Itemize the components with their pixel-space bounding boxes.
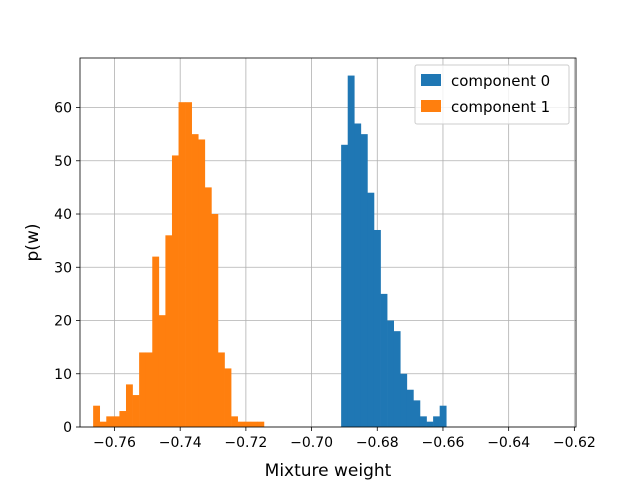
bar-component-1 xyxy=(191,134,199,427)
y-tick-label: 10 xyxy=(54,367,72,383)
bar-component-1 xyxy=(171,155,179,427)
bar-component-1 xyxy=(217,352,225,427)
y-axis-label: p(w) xyxy=(23,224,43,262)
bar-component-1 xyxy=(132,395,140,427)
bar-component-1 xyxy=(244,421,252,427)
bar-component-0 xyxy=(400,373,408,427)
bar-component-0 xyxy=(347,75,355,428)
x-tick-label: −0.72 xyxy=(224,435,267,451)
bar-component-0 xyxy=(387,320,394,427)
bar-component-0 xyxy=(439,405,447,427)
bar-component-0 xyxy=(433,416,440,427)
x-axis-label: Mixture weight xyxy=(265,461,392,480)
y-tick-label: 20 xyxy=(54,314,72,330)
bar-component-1 xyxy=(112,416,120,427)
bar-component-1 xyxy=(231,416,238,427)
bar-component-1 xyxy=(106,416,114,427)
bar-component-1 xyxy=(145,352,153,427)
bar-component-0 xyxy=(413,400,421,427)
bar-component-0 xyxy=(373,229,381,427)
y-tick-label: 40 xyxy=(54,207,72,223)
bar-component-1 xyxy=(185,102,192,428)
bar-component-0 xyxy=(419,416,427,427)
x-tick-label: −0.68 xyxy=(356,435,399,451)
bar-component-1 xyxy=(139,352,146,427)
bar-component-1 xyxy=(237,421,245,427)
x-tick-label: −0.74 xyxy=(159,435,202,451)
y-tick-label: 0 xyxy=(63,420,72,436)
bar-component-0 xyxy=(354,123,362,428)
bar-component-1 xyxy=(125,384,133,427)
bar-component-1 xyxy=(257,421,265,427)
legend-swatch-component-1 xyxy=(421,100,441,112)
bar-component-1 xyxy=(152,256,160,427)
bar-component-1 xyxy=(158,315,166,427)
x-tick-label: −0.76 xyxy=(93,435,136,451)
legend-swatch-component-0 xyxy=(421,74,441,86)
bar-component-1 xyxy=(250,421,258,427)
bar-component-0 xyxy=(367,192,375,427)
y-tick-label: 50 xyxy=(54,154,72,170)
y-tick-label: 60 xyxy=(54,101,72,117)
bar-component-1 xyxy=(224,368,232,427)
bar-component-0 xyxy=(426,421,434,427)
bar-component-0 xyxy=(406,389,414,427)
bar-component-0 xyxy=(393,331,401,427)
bar-component-1 xyxy=(198,139,206,427)
bar-component-0 xyxy=(380,293,388,427)
x-tick-label: −0.70 xyxy=(290,435,333,451)
plot-frame xyxy=(79,57,577,428)
bar-component-1 xyxy=(99,421,107,427)
x-tick-label: −0.64 xyxy=(487,435,530,451)
y-tick-label: 30 xyxy=(54,260,72,276)
histogram-bars xyxy=(93,75,447,428)
bar-component-1 xyxy=(178,102,186,428)
x-tick-label: −0.66 xyxy=(422,435,465,451)
bar-component-1 xyxy=(119,411,127,427)
bar-component-1 xyxy=(211,214,219,427)
legend-box xyxy=(414,64,570,125)
legend: component 0 component 1 xyxy=(414,64,570,125)
bar-component-1 xyxy=(204,187,212,427)
bar-component-1 xyxy=(93,405,101,427)
axis-ticks: −0.76 −0.74 −0.72 −0.70 −0.68 −0.66 −0.64 −0.62… xyxy=(54,101,596,451)
bar-component-0 xyxy=(360,134,368,427)
bar-component-0 xyxy=(341,144,349,427)
x-tick-label: −0.62 xyxy=(553,435,596,451)
legend-label-component-1: component 1 xyxy=(451,98,550,116)
bar-component-1 xyxy=(165,235,173,427)
legend-label-component-0: component 0 xyxy=(451,72,550,90)
